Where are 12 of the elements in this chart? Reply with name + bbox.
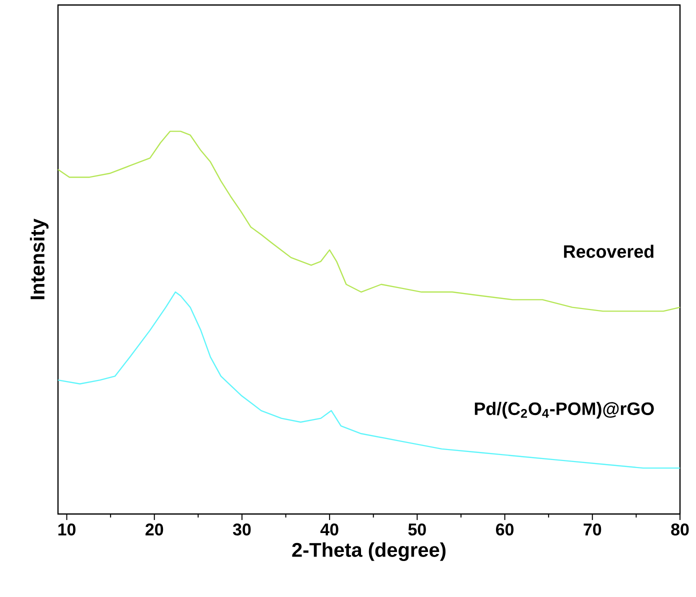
x-tick-label: 40 [320,523,338,536]
x-tick-label: 30 [232,523,251,536]
x-tick-label: 70 [584,523,602,536]
series-label: Pd/(C$_{2}$O$_{4}$-POM)@rGO [474,402,654,419]
y-axis-title: Intensity [30,218,49,300]
text: Recovered [564,244,654,258]
x-tick-label: 50 [408,523,426,536]
x-tick-label: 20 [146,523,164,536]
x-tick-label: 60 [496,523,514,536]
x-axis-title: 2-Theta (degree) [292,542,446,562]
x-tick-label: 10 [58,523,76,536]
x-tick-label: 80 [671,523,689,536]
